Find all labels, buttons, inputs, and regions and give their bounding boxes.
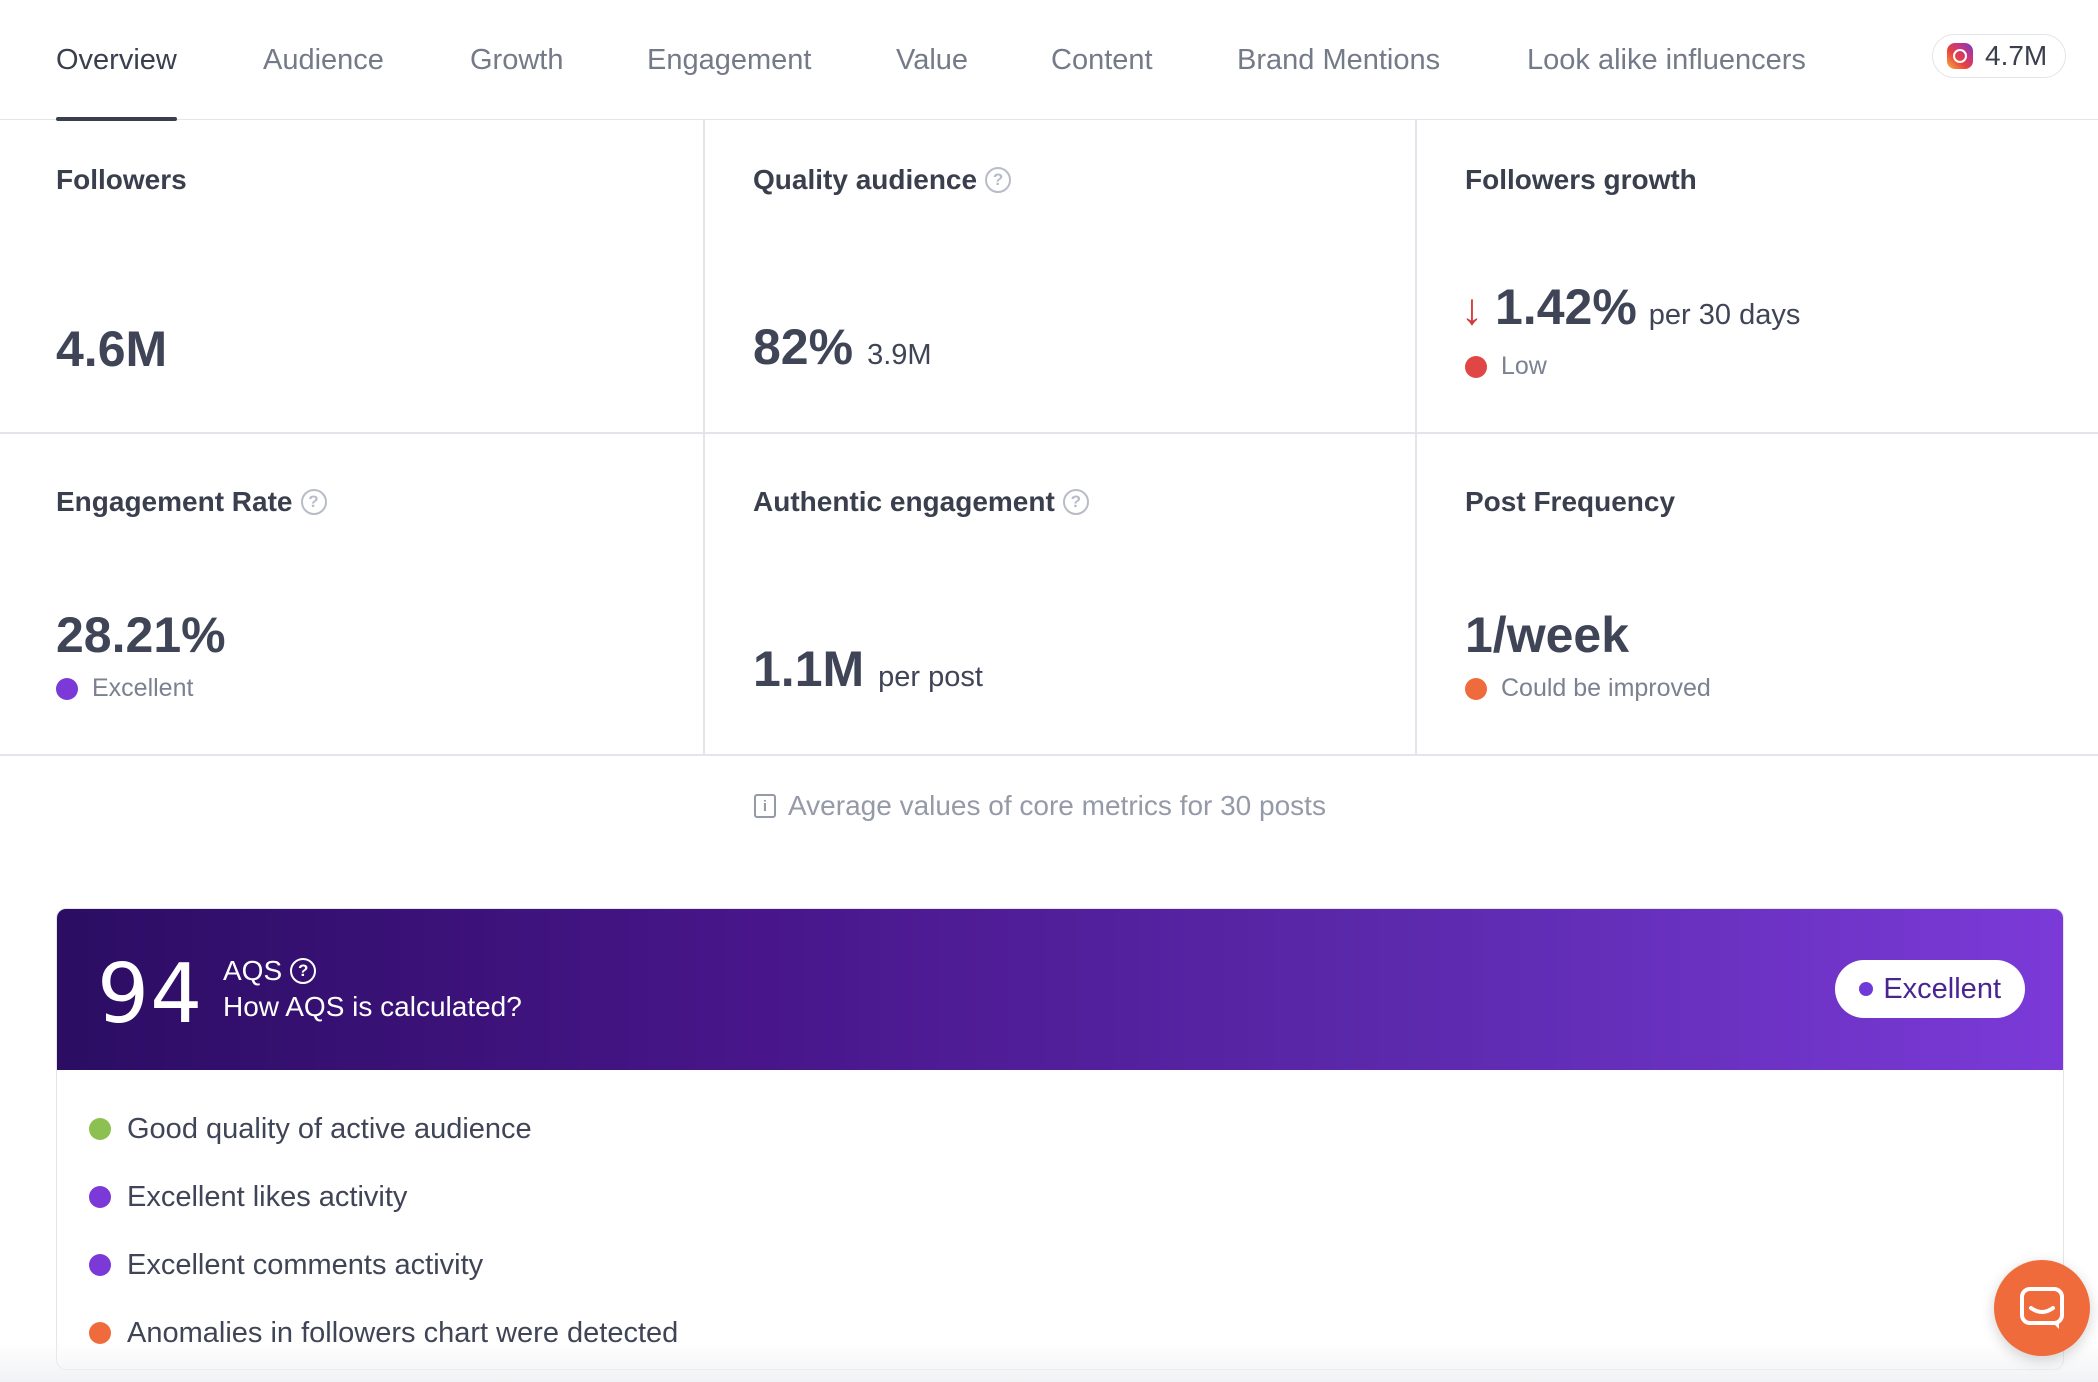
aqs-header: 94 AQS ? How AQS is calculated? Excellen… [57, 909, 2063, 1070]
arrow-down-icon: ↓ [1461, 285, 1483, 334]
quality-audience-count: 3.9M [867, 339, 932, 371]
list-item: Good quality of active audience [89, 1095, 678, 1163]
help-icon[interactable]: ? [1062, 489, 1089, 515]
status-dot [56, 677, 78, 700]
status-dot [89, 1118, 111, 1140]
aqs-score: 94 [97, 947, 204, 1042]
list-item: Anomalies in followers chart were detect… [89, 1299, 678, 1367]
status-dot [89, 1322, 111, 1344]
tab-overview[interactable]: Overview [56, 0, 177, 121]
info-icon: i [754, 794, 776, 818]
metrics-note: i Average values of core metrics for 30 … [754, 790, 1326, 822]
help-icon[interactable]: ? [300, 489, 327, 515]
engagement-rate-value: 28.21% [56, 607, 226, 663]
tab-brand-mentions[interactable]: Brand Mentions [1237, 43, 1441, 76]
tab-value[interactable]: Value [896, 43, 969, 76]
status-dot [89, 1254, 111, 1276]
post-frequency-value: 1/week [1465, 607, 1630, 663]
status-dot [1859, 982, 1874, 996]
engagement-rate-status: Excellent [56, 674, 193, 703]
row-divider [0, 432, 2098, 434]
authentic-engagement-value: 1.1M per post [753, 641, 983, 697]
post-frequency-status: Could be improved [1465, 674, 1711, 703]
chat-icon [2020, 1287, 2064, 1329]
followers-growth-title: Followers growth [1465, 164, 1697, 195]
followers-value: 4.6M [56, 321, 168, 377]
quality-audience-title: Quality audience ? [753, 164, 1012, 196]
list-item: Excellent comments activity [89, 1231, 678, 1299]
aqs-card: 94 AQS ? How AQS is calculated? Excellen… [56, 908, 2064, 1370]
aqs-badge: Excellent [1835, 960, 2025, 1018]
tab-look-alike-influencers[interactable]: Look alike influencers [1527, 43, 1806, 76]
tab-content[interactable]: Content [1051, 43, 1153, 76]
status-dot [1465, 355, 1487, 378]
how-aqs-calculated-link[interactable]: How AQS is calculated? [223, 991, 522, 1022]
tab-bar: Overview Audience Growth Engagement Valu… [0, 0, 2098, 121]
instagram-icon [1947, 43, 1973, 69]
status-dot [89, 1186, 111, 1208]
aqs-label: AQS ? [223, 955, 317, 987]
column-divider [703, 120, 705, 754]
status-dot [1465, 677, 1487, 700]
tab-engagement[interactable]: Engagement [647, 43, 812, 76]
list-item: Excellent likes activity [89, 1163, 678, 1231]
followers-growth-period: per 30 days [1648, 299, 1801, 331]
aqs-factors-list: Good quality of active audience Excellen… [89, 1095, 678, 1367]
followers-growth-value: ↓ 1.42% per 30 days [1461, 279, 1801, 335]
column-divider [1415, 120, 1417, 754]
engagement-rate-title: Engagement Rate ? [56, 486, 327, 518]
account-switcher[interactable]: 4.7M [1932, 34, 2066, 78]
tab-growth[interactable]: Growth [470, 43, 564, 76]
chat-button[interactable] [1994, 1260, 2090, 1356]
account-followers: 4.7M [1985, 40, 2048, 71]
tab-audience[interactable]: Audience [263, 43, 384, 76]
authentic-engagement-title: Authentic engagement ? [753, 486, 1089, 518]
quality-audience-value: 82% 3.9M [753, 319, 932, 375]
help-icon[interactable]: ? [290, 958, 317, 984]
followers-growth-status: Low [1465, 352, 1547, 381]
post-frequency-title: Post Frequency [1465, 486, 1676, 517]
help-icon[interactable]: ? [985, 167, 1012, 193]
row-divider [0, 754, 2098, 756]
followers-title: Followers [56, 164, 187, 195]
authentic-engagement-unit: per post [878, 661, 983, 693]
